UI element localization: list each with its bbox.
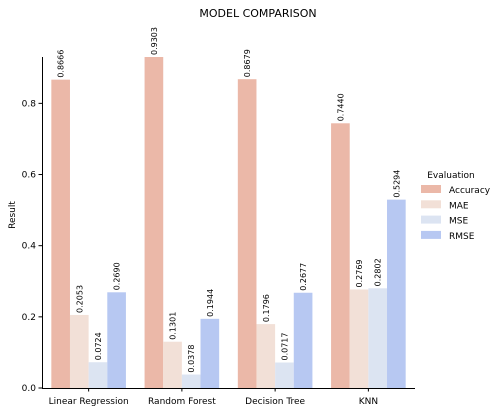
legend-label-mae: MAE — [449, 201, 469, 211]
legend-label-mse: MSE — [449, 217, 468, 227]
bar-label-accuracy-2: 0.9303 — [150, 27, 159, 55]
bar-accuracy-1 — [51, 80, 70, 388]
bar-label-mae-4: 0.2769 — [355, 259, 364, 287]
bar-rmse-1 — [107, 292, 126, 388]
x-tick-label: KNN — [359, 397, 378, 407]
bar-rmse-3 — [294, 293, 313, 388]
chart-title: MODEL COMPARISON — [199, 7, 316, 20]
bar-mae-1 — [70, 315, 89, 388]
legend-label-rmse: RMSE — [449, 232, 475, 242]
bars-group — [51, 57, 405, 388]
bar-mse-4 — [368, 288, 387, 388]
bar-label-mae-3: 0.1796 — [262, 294, 271, 322]
bar-mae-4 — [350, 289, 369, 388]
bar-accuracy-2 — [145, 57, 164, 388]
y-axis-label: Result — [8, 201, 18, 229]
bar-mse-3 — [275, 362, 294, 388]
bar-mae-2 — [163, 342, 182, 388]
y-tick-label: 0.0 — [22, 384, 37, 394]
bar-rmse-4 — [387, 200, 406, 388]
legend-swatch-rmse — [421, 231, 441, 239]
bar-mae-3 — [256, 324, 275, 388]
bar-label-mae-1: 0.2053 — [75, 285, 84, 313]
bar-label-rmse-4: 0.5294 — [392, 170, 401, 198]
y-tick-label: 0.2 — [22, 313, 36, 323]
bar-label-accuracy-1: 0.8666 — [57, 50, 66, 78]
bar-label-mse-1: 0.0724 — [94, 332, 103, 360]
bar-label-rmse-2: 0.1944 — [206, 289, 215, 317]
bar-accuracy-4 — [331, 123, 350, 388]
x-tick-label: Random Forest — [148, 397, 216, 407]
bar-label-accuracy-3: 0.8679 — [243, 49, 252, 77]
legend-swatch-accuracy — [421, 185, 441, 193]
legend-title: Evaluation — [427, 171, 475, 181]
y-axis-ticks: 0.0 0.2 0.4 0.6 0.8 — [22, 99, 42, 394]
legend-label-accuracy: Accuracy — [449, 186, 491, 196]
x-tick-label: Decision Tree — [245, 397, 305, 407]
bar-label-mae-2: 0.1301 — [169, 312, 178, 340]
bar-rmse-2 — [201, 319, 220, 388]
bar-label-rmse-3: 0.2677 — [299, 263, 308, 291]
bar-label-accuracy-4: 0.7440 — [336, 93, 345, 121]
x-tick-label: Linear Regression — [49, 397, 129, 407]
bar-label-mse-2: 0.0378 — [187, 345, 196, 373]
bar-label-mse-4: 0.2802 — [374, 258, 383, 286]
y-tick-label: 0.4 — [22, 242, 37, 252]
bar-mse-2 — [182, 375, 201, 388]
y-tick-label: 0.6 — [22, 171, 37, 181]
y-tick-label: 0.8 — [22, 99, 37, 109]
legend-swatch-mse — [421, 216, 441, 224]
bar-label-rmse-1: 0.2690 — [113, 262, 122, 290]
bar-mse-1 — [89, 362, 108, 388]
x-axis-ticks: Linear Regression Random Forest Decision T… — [49, 388, 378, 407]
legend: Evaluation Accuracy MAE MSE RMSE — [421, 171, 491, 242]
legend-swatch-mae — [421, 200, 441, 208]
bar-accuracy-3 — [238, 79, 257, 388]
bar-label-mse-3: 0.0717 — [280, 332, 289, 360]
